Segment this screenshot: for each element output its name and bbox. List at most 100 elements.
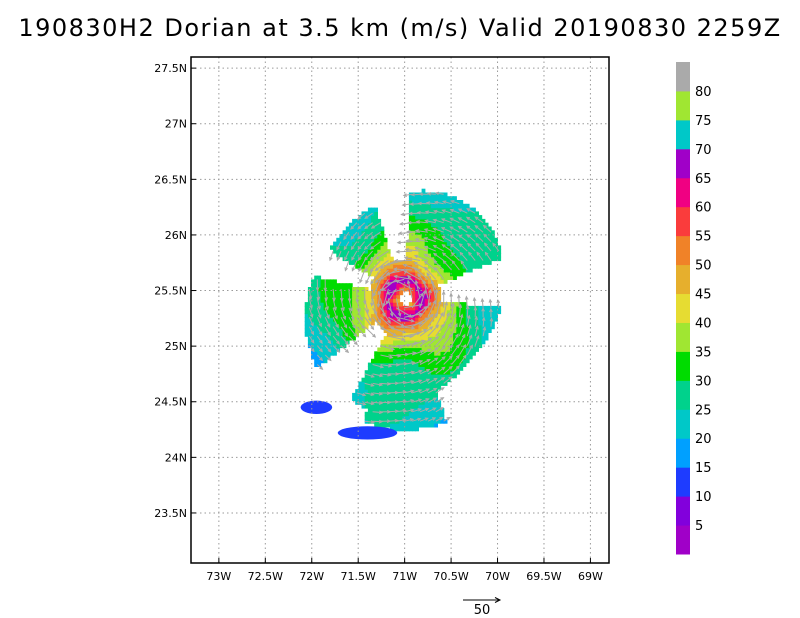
wind-cell: [412, 426, 416, 432]
wind-cell: [487, 245, 492, 250]
wind-vector: [336, 250, 342, 261]
wind-cell: [440, 302, 445, 307]
colorbar-label: 55: [695, 230, 712, 245]
wind-cell: [371, 377, 375, 383]
wind-cell: [386, 339, 391, 345]
wind-cell: [314, 279, 318, 284]
wind-cell: [358, 396, 363, 401]
wind-cell: [336, 343, 341, 349]
wind-vector-head: [440, 387, 445, 391]
wind-vector-head: [402, 193, 407, 197]
wind-cell: [453, 252, 457, 258]
wind-cell: [412, 309, 416, 315]
wind-cell: [437, 264, 442, 269]
wind-cell: [383, 370, 388, 375]
wind-vector: [348, 307, 355, 320]
wind-cell: [431, 298, 435, 303]
wind-vector: [316, 307, 322, 318]
wind-vector: [404, 418, 414, 422]
wind-cell: [456, 268, 461, 273]
y-tick-label: 27.5N: [154, 62, 187, 75]
wind-cell: [446, 249, 451, 254]
wind-cell: [361, 234, 366, 239]
wind-cell: [465, 355, 470, 360]
wind-cell: [443, 241, 448, 246]
wind-cell: [491, 256, 495, 262]
wind-cell: [431, 347, 435, 352]
wind-cell: [396, 264, 401, 269]
wind-cell: [367, 252, 372, 258]
wind-vector: [424, 228, 436, 233]
wind-cell: [408, 362, 413, 367]
wind-cell: [424, 287, 429, 292]
wind-vector-head: [374, 279, 379, 284]
wind-cell: [408, 264, 413, 269]
wind-vector-head: [457, 217, 462, 221]
wind-vector: [340, 288, 343, 302]
wind-cell: [468, 268, 473, 273]
wind-vector: [308, 317, 314, 326]
wind-cell: [399, 426, 404, 432]
wind-vector: [364, 373, 375, 378]
wind-vector-head: [417, 417, 422, 422]
wind-cell: [399, 264, 404, 269]
wind-cell: [326, 290, 331, 296]
wind-cell: [399, 381, 404, 386]
wind-vector-head: [404, 247, 409, 252]
wind-cell: [320, 358, 325, 364]
wind-vector: [332, 335, 340, 345]
wind-cell: [377, 385, 382, 390]
wind-cell: [355, 396, 359, 401]
wind-cell: [320, 309, 325, 315]
wind-cell: [377, 234, 382, 239]
wind-cell: [330, 339, 334, 345]
wind-vector-head: [433, 367, 439, 372]
wind-cell: [418, 200, 423, 205]
wind-cell: [408, 411, 413, 417]
wind-cell: [421, 423, 426, 428]
wind-vector-head: [448, 355, 453, 360]
wind-cell: [380, 396, 385, 401]
wind-cell: [415, 373, 419, 379]
wind-cell: [330, 302, 334, 307]
wind-cell: [427, 252, 432, 258]
wind-cell: [431, 226, 435, 231]
wind-vector-head: [431, 417, 437, 421]
wind-vector-head: [458, 243, 463, 247]
wind-cell: [440, 245, 445, 250]
wind-cell: [462, 203, 467, 209]
wind-vector: [490, 318, 493, 327]
wind-cell: [374, 207, 378, 212]
wind-cell: [472, 309, 476, 315]
wind-cell: [396, 373, 401, 379]
wind-cell: [358, 252, 363, 258]
wind-vector: [451, 344, 460, 356]
wind-cell: [453, 328, 457, 333]
wind-cell: [396, 294, 401, 299]
wind-cell: [431, 309, 435, 315]
wind-cell: [468, 256, 473, 262]
wind-cell: [434, 389, 438, 394]
wind-vector: [380, 326, 397, 337]
wind-vector: [443, 355, 453, 365]
wind-cell: [374, 234, 378, 239]
wind-vector-head: [379, 364, 385, 369]
wind-cell: [431, 370, 435, 375]
wind-cell: [462, 321, 467, 326]
wind-cell: [361, 381, 366, 386]
wind-cell: [383, 275, 388, 280]
wind-cell: [371, 385, 375, 390]
wind-cell: [352, 249, 356, 254]
wind-vector: [388, 420, 398, 422]
wind-cell: [408, 321, 413, 326]
wind-cell: [415, 317, 419, 322]
wind-cell: [412, 294, 416, 299]
wind-cell: [317, 351, 322, 356]
wind-cell: [465, 260, 470, 265]
wind-cell: [371, 237, 375, 243]
wind-vector-head: [468, 324, 472, 329]
wind-cell: [440, 313, 445, 318]
wind-vector-head: [423, 329, 428, 333]
wind-cell: [367, 309, 372, 315]
wind-cell: [323, 347, 328, 352]
